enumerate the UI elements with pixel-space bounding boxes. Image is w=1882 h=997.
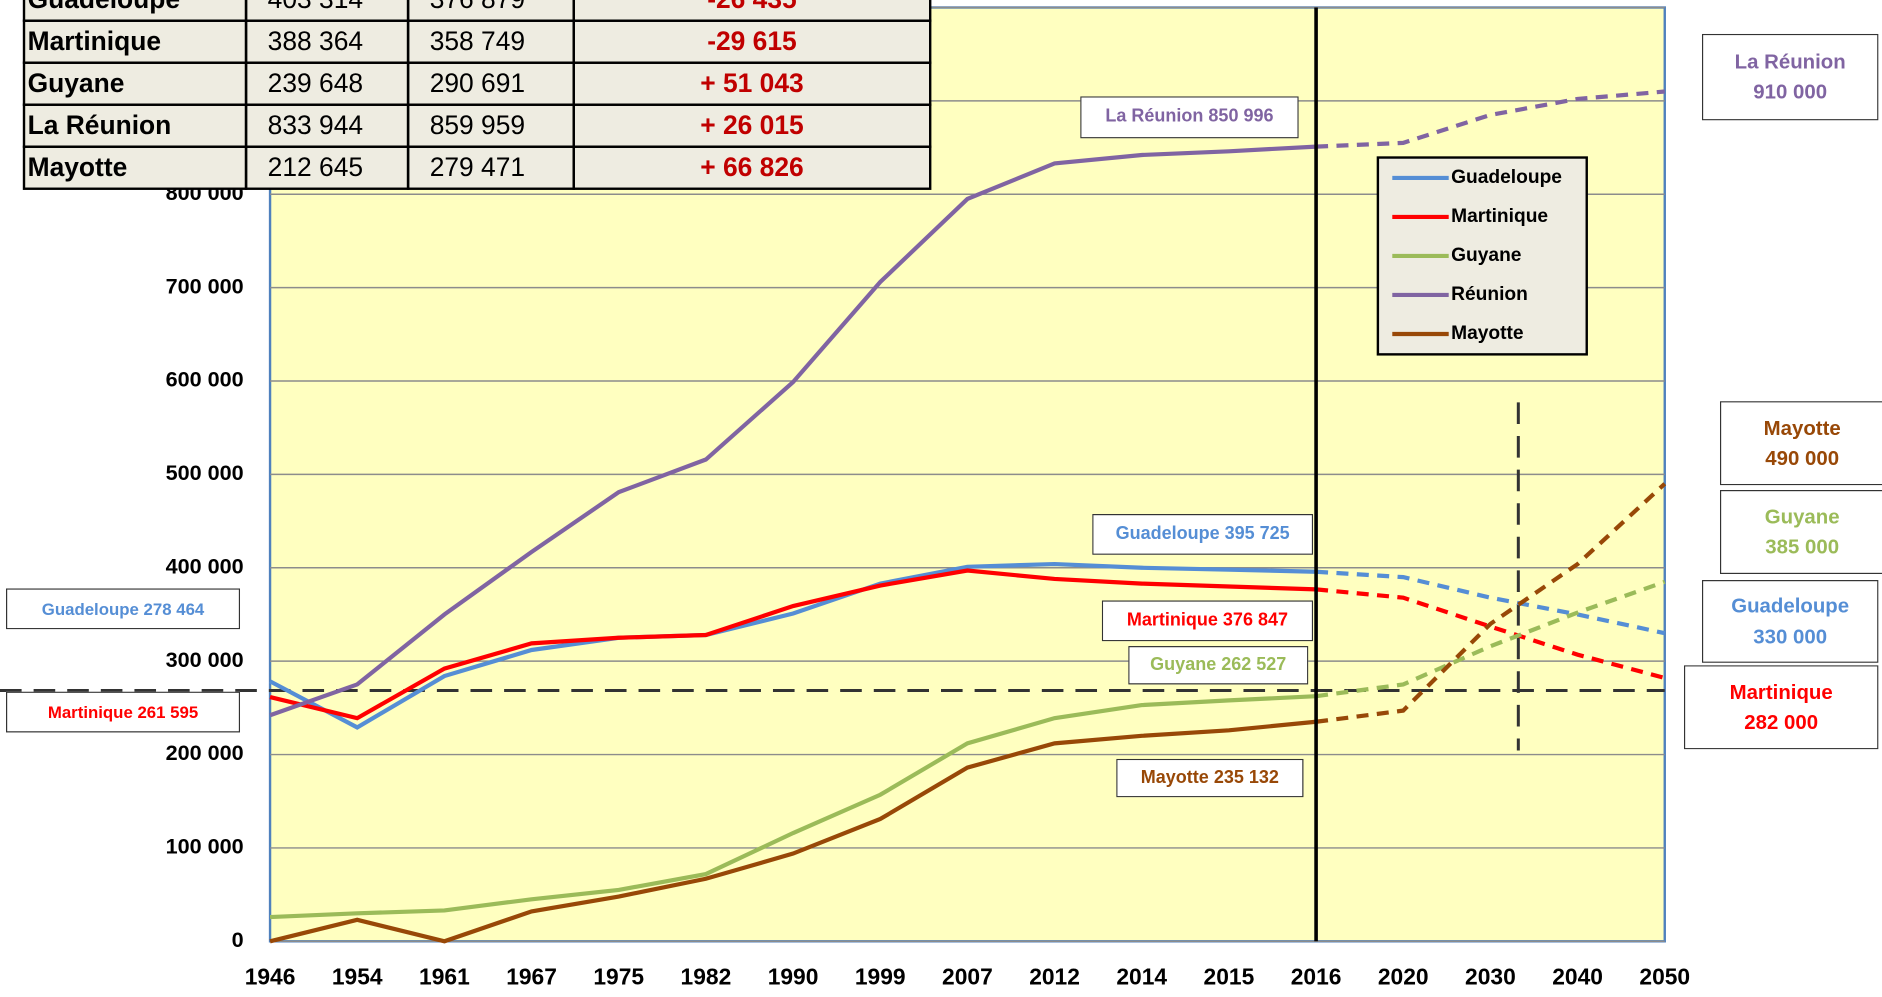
x-tick-label: 2007 <box>942 964 993 990</box>
value-label-box: Guyane 262 527 <box>1128 646 1309 685</box>
x-tick-label: 1967 <box>506 964 557 990</box>
legend-label: Guyane <box>1451 245 1522 266</box>
projection-line <box>1315 569 1666 636</box>
table-text: 388 364 <box>268 26 363 56</box>
x-tick-label: 2030 <box>1465 964 1516 990</box>
projection-line <box>1315 89 1665 149</box>
lines <box>269 89 1667 944</box>
value-label-box: Guadeloupe 278 464 <box>6 588 241 630</box>
x-tick-label: 1954 <box>332 964 383 990</box>
table: Guadeloupe 403 314 376 879 -26 435 Martiniqu… <box>22 0 932 190</box>
value-label: La Réunion 850 996 <box>1080 96 1299 139</box>
value-label: Guyane 262 527 <box>1128 646 1309 685</box>
table-text: 279 471 <box>430 152 525 182</box>
value-label: Mayotte 490 000 <box>1719 401 1882 486</box>
value-label: Guadeloupe 330 000 <box>1701 580 1879 663</box>
table-bg <box>24 0 931 189</box>
legend-label: Martinique <box>1451 206 1548 227</box>
value-label: Guadeloupe 395 725 <box>1092 514 1314 555</box>
x-tick-label: 2050 <box>1639 964 1690 990</box>
series-line <box>269 719 1317 944</box>
x-tick-label: 2015 <box>1204 964 1255 990</box>
value-label-box: Mayotte 235 132 <box>1116 758 1304 798</box>
table-text: 212 645 <box>268 152 363 182</box>
table-text: Mayotte <box>28 152 128 182</box>
x-tick-label: 2040 <box>1552 964 1603 990</box>
value-label-box: Martinique 261 595 <box>6 691 241 733</box>
table-text: 859 959 <box>430 110 525 140</box>
value-label-box: Guadeloupe 395 725 <box>1092 514 1314 555</box>
value-label-box: Martinique 282 000 <box>1683 665 1879 750</box>
y-tick-label: 400 000 <box>166 553 244 578</box>
y-tick-label: 600 000 <box>166 367 244 392</box>
y-tick-label: 200 000 <box>166 740 244 765</box>
x-tick-label: 2014 <box>1116 964 1167 990</box>
series-line <box>269 568 1317 721</box>
x-tick-label: 1982 <box>681 964 732 990</box>
x-tick-label: 1946 <box>245 964 296 990</box>
x-tick-label: 1990 <box>768 964 819 990</box>
table-text: -26 435 <box>707 0 797 14</box>
table-text: -29 615 <box>707 26 797 56</box>
table-text: La Réunion <box>28 110 172 140</box>
x-tick-label: 1999 <box>855 964 906 990</box>
legend-label: Réunion <box>1451 284 1528 305</box>
x-tick-label: 1975 <box>593 964 644 990</box>
value-label: Guadeloupe 278 464 <box>6 588 241 630</box>
series-line <box>269 144 1317 718</box>
x-tick-label: 1961 <box>419 964 470 990</box>
table-text: + 66 826 <box>700 152 803 182</box>
table-text: 403 314 <box>268 0 363 14</box>
y-tick-label: 700 000 <box>166 273 244 298</box>
x-tick-label: 2012 <box>1029 964 1080 990</box>
table-text: 833 944 <box>268 110 363 140</box>
table-text: Guadeloupe <box>28 0 180 14</box>
table-text: 376 879 <box>430 0 525 14</box>
table-text: 239 648 <box>268 68 363 98</box>
table-text: 290 691 <box>430 68 525 98</box>
value-label-box: La Réunion 910 000 <box>1701 33 1879 121</box>
table-text: Martinique <box>28 26 161 56</box>
value-label-box: Martinique 376 847 <box>1101 600 1314 642</box>
table-text: 358 749 <box>430 26 525 56</box>
table-text: + 26 015 <box>700 110 803 140</box>
legend: Guadeloupe Martinique Guyane Réunion Mayotte <box>1376 156 1588 356</box>
value-label: Mayotte 235 132 <box>1116 758 1304 798</box>
projection-line <box>1315 579 1666 699</box>
x-tick-label: 2016 <box>1291 964 1342 990</box>
y-tick-label: 300 000 <box>166 647 244 672</box>
annotations: Guadeloupe 278 464 Guadeloupe 395 725 Guad… <box>6 33 1882 798</box>
y-tick-label: 100 000 <box>166 834 244 859</box>
y-tick-label: 500 000 <box>166 460 244 485</box>
value-label: Martinique 376 847 <box>1101 600 1314 642</box>
legend-label: Guadeloupe <box>1451 167 1562 188</box>
projection-line <box>1315 482 1667 724</box>
value-label: Guyane 385 000 <box>1719 489 1882 575</box>
value-label-box: Guyane 385 000 <box>1719 489 1882 575</box>
value-label: Martinique 261 595 <box>6 691 241 733</box>
table-cell <box>572 145 932 190</box>
value-label-box: Mayotte 490 000 <box>1719 401 1882 486</box>
legend-label: Mayotte <box>1451 323 1524 344</box>
value-label: Martinique 282 000 <box>1683 665 1879 750</box>
x-tick-label: 2020 <box>1378 964 1429 990</box>
value-label: La Réunion 910 000 <box>1701 33 1879 121</box>
y-tick-label: 0 <box>232 927 244 952</box>
value-label-box: Guadeloupe 330 000 <box>1701 580 1879 663</box>
value-label-box: La Réunion 850 996 <box>1080 96 1299 139</box>
table-text: + 51 043 <box>700 68 803 98</box>
table-text: Guyane <box>28 68 125 98</box>
series-line <box>269 561 1317 730</box>
series-line <box>269 694 1317 920</box>
